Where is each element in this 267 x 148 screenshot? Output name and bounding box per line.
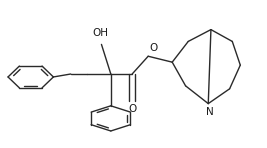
Text: O: O [128,104,136,114]
Text: O: O [150,42,158,53]
Text: N: N [206,107,214,117]
Text: OH: OH [92,28,108,38]
